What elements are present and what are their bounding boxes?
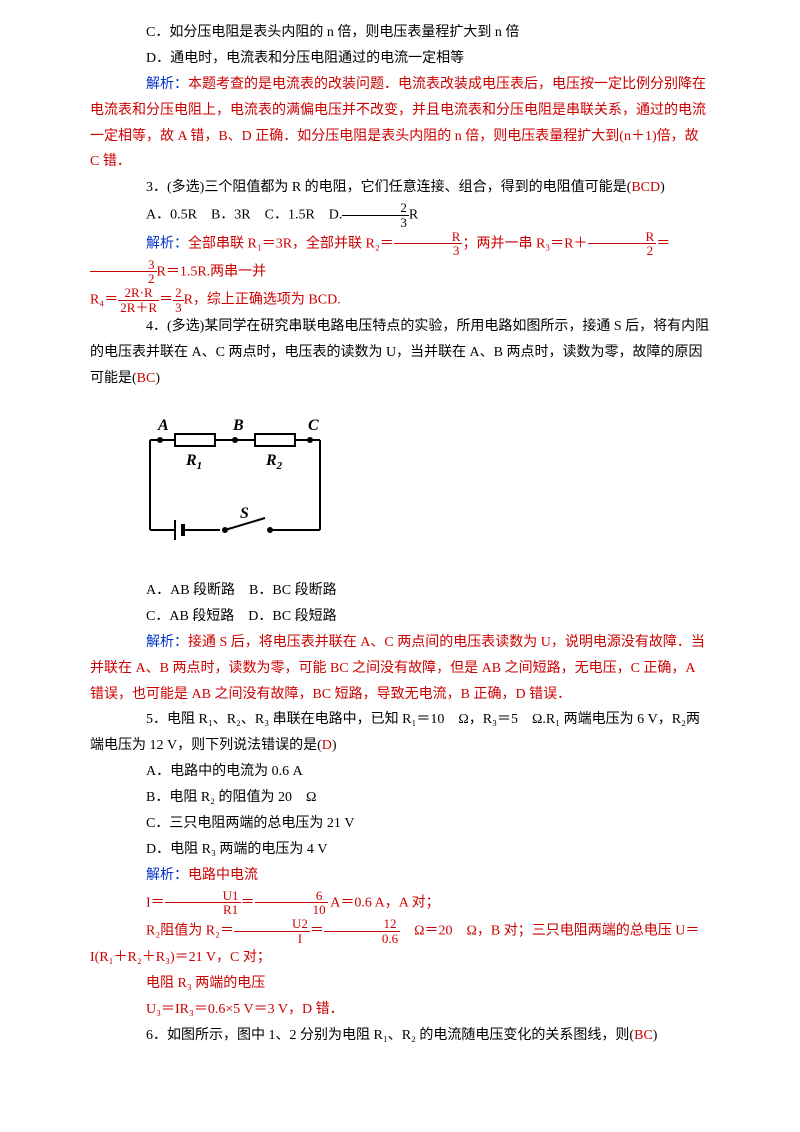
fig-R2: R2 <box>265 452 283 472</box>
q5-answer: D <box>322 738 332 753</box>
q5-f4: 120.6 <box>324 917 400 945</box>
q4-opt-ab: A．AB 段断路 B．BC 段断路 <box>90 578 710 604</box>
q3-f5: 23 <box>173 286 184 314</box>
q5-f2: 610 <box>255 889 328 917</box>
q4-answer: BC <box>137 371 156 386</box>
fig-R1: R1 <box>185 452 202 472</box>
fig-C: C <box>308 417 319 434</box>
q4-analysis: 解析：接通 S 后，将电压表并联在 A、C 两点间的电压表读数为 U，说明电源没… <box>90 630 710 708</box>
q3-stem1: 3．(多选)三个阻值都为 R 的电阻，它们任意连接、组合，得到的电阻值可能是( <box>146 180 631 195</box>
q5-ans-label: 解析： <box>146 868 188 883</box>
q4-stem: 4．(多选)某同学在研究串联电路电压特点的实验，所用电路如图所示，接通 S 后，… <box>90 314 710 392</box>
q3-ans2b: ＝ <box>159 292 173 307</box>
q5-ans0: 解析：电路中电流 <box>90 863 710 889</box>
q3-ans1a: 全部串联 R₁＝3R，全部并联 R₂＝ <box>188 236 394 251</box>
q3-ans2c: R，综上正确选项为 BCD. <box>184 292 341 307</box>
q3-ans1b: ；两并一串 R₃＝R＋ <box>462 236 587 251</box>
q5-ans-line4: U₃＝IR₃＝0.6×5 V＝3 V，D 错． <box>90 997 710 1023</box>
q3-ans1d: R＝1.5R.两串一并 <box>157 264 267 279</box>
q3-analysis-line2: R₄＝2R·R2R＋R＝23R，综上正确选项为 BCD. <box>90 286 710 314</box>
q3-options: A．0.5R B．3R C．1.5R D.23R <box>90 201 710 229</box>
q5-ans-line3: 电阻 R₃ 两端的电压 <box>90 971 710 997</box>
q5-ans1a: I＝ <box>146 895 165 910</box>
q3-analysis-line1: 解析：全部串联 R₁＝3R，全部并联 R₂＝R3；两并一串 R₃＝R＋R2＝ 32… <box>90 230 710 287</box>
q2-analysis: 解析：本题考查的是电流表的改装问题．电流表改装成电压表后，电压按一定比例分别降在… <box>90 72 710 176</box>
q3-opt-tail: R <box>409 208 418 223</box>
q4-stem1: 4．(多选)某同学在研究串联电路电压特点的实验，所用电路如图所示，接通 S 后，… <box>90 319 709 386</box>
q5-opt-b: B．电阻 R₂ 的阻值为 20 Ω <box>90 785 710 811</box>
q5-ans2a: R₂阻值为 R₂＝ <box>146 923 234 938</box>
q5-stem: 5．电阻 R₁、R₂、R₃ 串联在电路中，已知 R₁＝10 Ω，R₃＝5 Ω.R… <box>90 707 710 759</box>
q3-f3: 32 <box>90 258 157 286</box>
q5-opt-c: C．三只电阻两端的总电压为 21 V <box>90 811 710 837</box>
q5-ans2b: ＝ <box>310 923 324 938</box>
fig-S: S <box>240 505 249 522</box>
q3-answer: BCD <box>631 180 660 195</box>
q4-ans-label: 解析： <box>146 635 188 650</box>
q5-ans1c: A＝0.6 A，A 对； <box>328 895 440 910</box>
q5-ans0-text: 电路中电流 <box>188 868 258 883</box>
q6-stem1: 6．如图所示，图中 1、2 分别为电阻 R₁、R₂ 的电流随电压变化的关系图线，… <box>146 1028 634 1043</box>
q3-ans2a: R₄＝ <box>90 292 118 307</box>
q4-opt-cd: C．AB 段短路 D．BC 段短路 <box>90 604 710 630</box>
q3-ans1c: ＝ <box>656 236 670 251</box>
q3-f2: R2 <box>588 230 657 258</box>
q3-f4: 2R·R2R＋R <box>118 286 159 314</box>
q2-opt-d: D．通电时，电流表和分压电阻通过的电流一定相等 <box>90 46 710 72</box>
q4-stem2: ) <box>155 371 160 386</box>
q2-opt-c: C．如分压电阻是表头内阻的 n 倍，则电压表量程扩大到 n 倍 <box>90 20 710 46</box>
q3-stem: 3．(多选)三个阻值都为 R 的电阻，它们任意连接、组合，得到的电阻值可能是(B… <box>90 175 710 201</box>
q3-stem2: ) <box>660 180 665 195</box>
q3-opt-frac: 23 <box>342 201 409 229</box>
q3-optline: A．0.5R B．3R C．1.5R D. <box>146 208 342 223</box>
q6-stem2: ) <box>653 1028 658 1043</box>
q2-ans-label: 解析： <box>146 77 188 92</box>
q5-f1: U1R1 <box>165 889 241 917</box>
q4-figure: A B C R1 R2 S <box>120 410 710 560</box>
q5-f3: U2I <box>234 917 310 945</box>
q3-f1: R3 <box>394 230 463 258</box>
q3-ans-label: 解析： <box>146 236 188 251</box>
q6-answer: BC <box>634 1028 653 1043</box>
q6-stem: 6．如图所示，图中 1、2 分别为电阻 R₁、R₂ 的电流随电压变化的关系图线，… <box>90 1023 710 1049</box>
q5-opt-a: A．电路中的电流为 0.6 A <box>90 759 710 785</box>
q5-ans-line2: R₂阻值为 R₂＝U2I＝120.6 Ω＝20 Ω，B 对；三只电阻两端的总电压… <box>90 917 710 971</box>
q5-stem2: ) <box>332 738 337 753</box>
fig-B: B <box>232 417 244 434</box>
q5-stem1: 5．电阻 R₁、R₂、R₃ 串联在电路中，已知 R₁＝10 Ω，R₃＝5 Ω.R… <box>90 712 700 753</box>
q5-ans-line1: I＝U1R1＝610 A＝0.6 A，A 对； <box>90 889 710 917</box>
q5-ans1b: ＝ <box>241 895 255 910</box>
fig-A: A <box>157 417 169 434</box>
q5-opt-d: D．电阻 R₃ 两端的电压为 4 V <box>90 837 710 863</box>
